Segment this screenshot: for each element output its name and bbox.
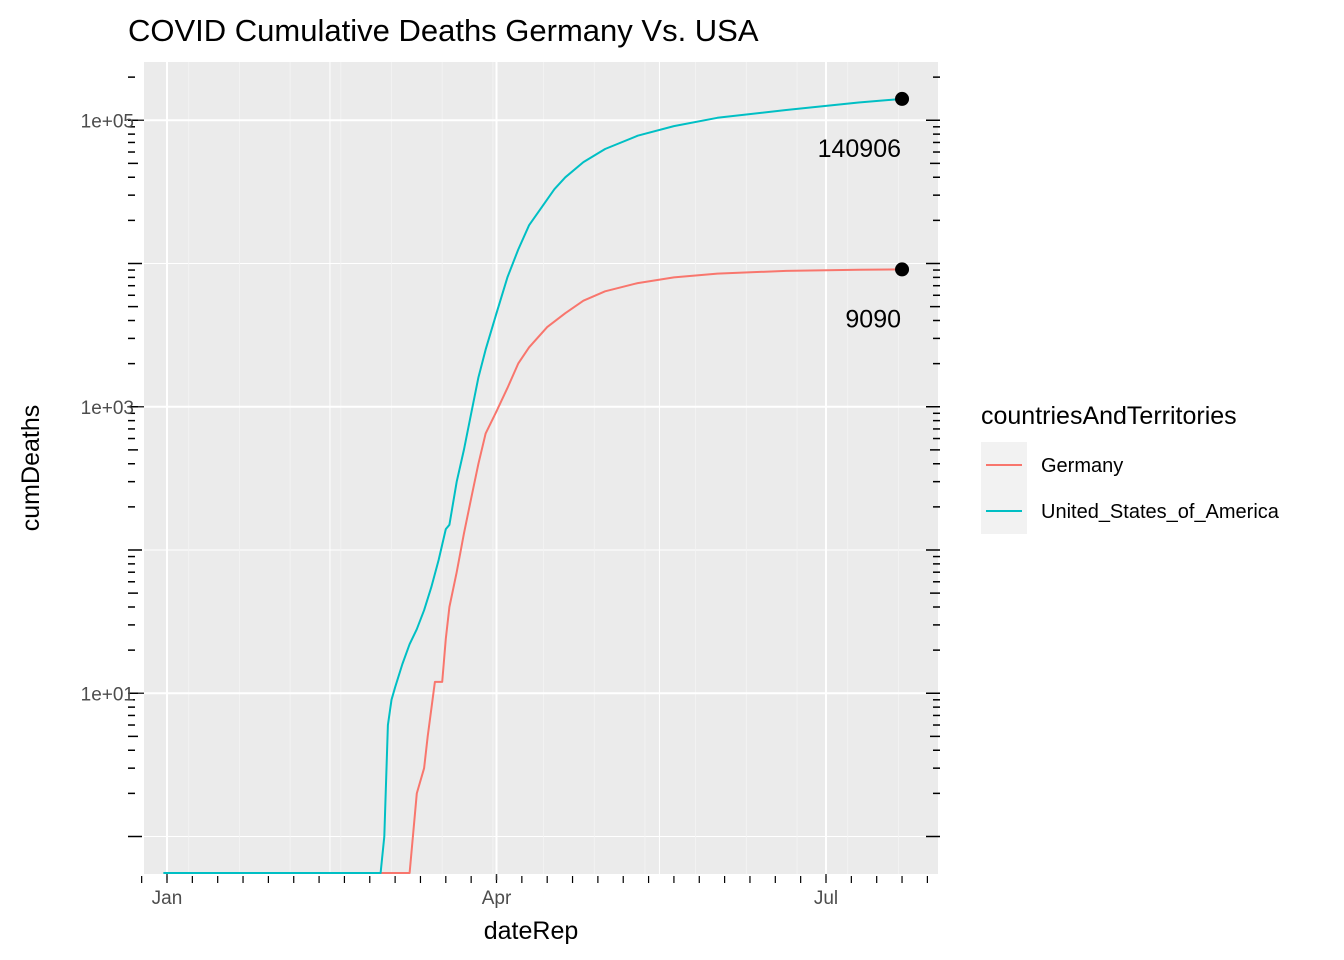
end-point-usa	[895, 91, 910, 106]
log-tick-marks	[128, 76, 940, 883]
y-tick-label-2: 1e+05	[81, 111, 134, 132]
legend-label-usa: United_States_of_America	[1041, 501, 1280, 523]
x-tick-label-0: Jan	[152, 888, 183, 909]
grid-major	[144, 62, 938, 874]
series-line-usa	[163, 97, 903, 874]
series-layer	[163, 97, 903, 874]
end-point-label-usa: 140906	[818, 135, 901, 163]
legend: countriesAndTerritories Germany United_S…	[981, 402, 1280, 534]
x-tick-label-2: Jul	[814, 888, 838, 909]
end-point-germany	[895, 262, 910, 277]
axis-ticks: Jan Apr Jul 1e+01 1e+03 1e+05	[81, 111, 839, 909]
y-axis-label: cumDeaths	[17, 405, 45, 531]
legend-title: countriesAndTerritories	[981, 402, 1237, 430]
x-axis-label: dateRep	[484, 917, 579, 945]
x-tick-label-1: Apr	[482, 888, 512, 909]
end-points-layer: 140906 9090	[818, 91, 910, 333]
chart-title: COVID Cumulative Deaths Germany Vs. USA	[128, 13, 759, 48]
y-tick-label-1: 1e+03	[81, 398, 134, 419]
series-line-germany	[163, 268, 903, 874]
y-tick-label-0: 1e+01	[81, 684, 134, 705]
grid-minor	[144, 62, 938, 874]
end-point-label-germany: 9090	[845, 305, 901, 333]
legend-label-germany: Germany	[1041, 455, 1123, 477]
plot-panel	[144, 62, 938, 874]
